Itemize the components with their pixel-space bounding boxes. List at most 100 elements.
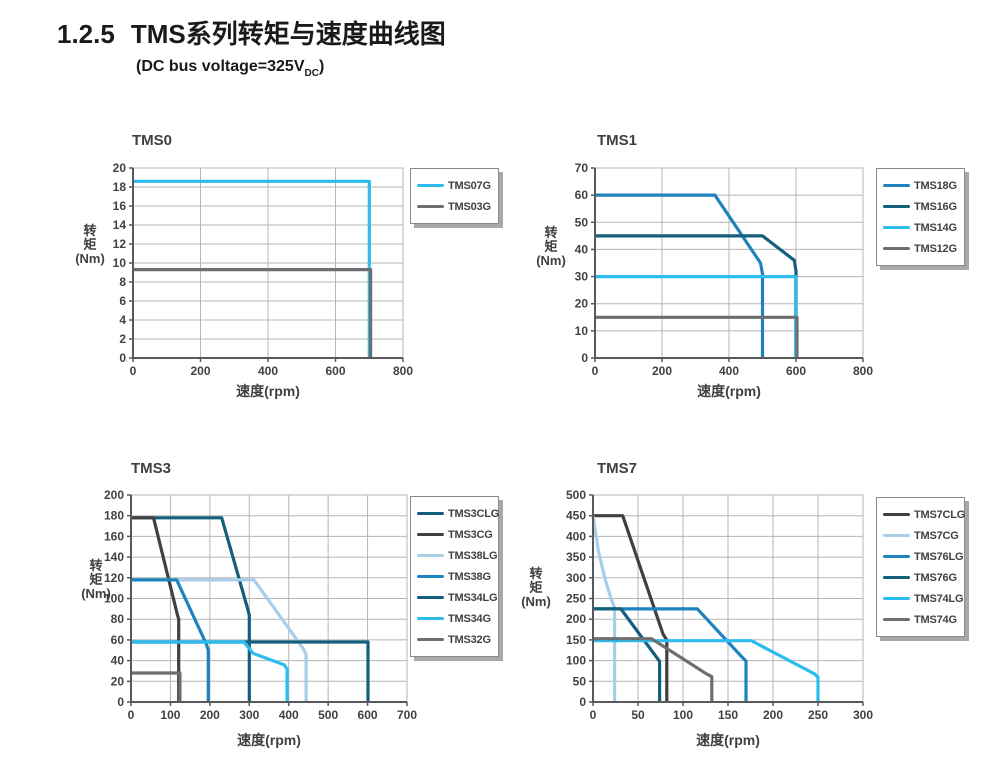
y-tick-label: 400 — [566, 529, 586, 543]
legend-item-tms03g: TMS03G — [417, 196, 492, 217]
chart-tms3: 0 100 200 300 400 500 600 700 0 20 40 60 80 100 120 140… — [104, 488, 417, 722]
chart-tms7: 0 50 100 150 200 250 300 0 50 100 150 200 250 300 350 4… — [566, 488, 873, 722]
y-tick-label: 0 — [579, 695, 586, 709]
legend-item-tms34g: TMS34G — [417, 608, 492, 629]
legend-line-swatch — [883, 597, 910, 600]
series-line-tms3cg — [131, 516, 181, 702]
series-line-tms32g — [131, 671, 182, 702]
y-tick-label: 150 — [566, 633, 586, 647]
legend-line-swatch — [417, 617, 444, 620]
series-line-tms03g — [133, 268, 373, 358]
legend-label: TMS03G — [448, 200, 491, 213]
y-tick-label: 16 — [113, 199, 127, 213]
y-tick-label: 50 — [573, 674, 587, 688]
legend-line-swatch — [417, 184, 444, 187]
subtitle-prefix: (DC bus voltage=325V — [136, 58, 305, 75]
legend-label: TMS16G — [914, 200, 957, 213]
series-line-tms16g — [595, 234, 798, 358]
legend-item-tms07g: TMS07G — [417, 175, 492, 196]
series-line-tms76g — [593, 607, 662, 702]
series-line-tms76lg — [593, 607, 748, 702]
legend-item-tms38lg: TMS38LG — [417, 545, 498, 566]
legend-line-swatch — [883, 618, 910, 621]
legend-item-tms12g: TMS12G — [883, 238, 958, 259]
x-tick-label: 200 — [190, 364, 210, 378]
y-tick-label: 200 — [566, 612, 586, 626]
x-tick-label: 600 — [786, 364, 806, 378]
x-tick-label: 800 — [853, 364, 873, 378]
y-axis-label-line: (Nm) — [521, 594, 551, 609]
series-line-tms34g — [131, 640, 289, 702]
y-tick-label: 6 — [119, 294, 126, 308]
chart-title-tms0: TMS0 — [132, 132, 173, 149]
y-tick-label: 70 — [575, 161, 589, 175]
legend-label: TMS07G — [448, 179, 491, 192]
y-tick-label: 20 — [575, 297, 589, 311]
x-tick-label: 100 — [160, 708, 180, 722]
y-tick-label: 20 — [111, 674, 125, 688]
legend-line-swatch — [417, 512, 444, 515]
legend-item-tms3clg: TMS3CLG — [417, 503, 499, 524]
legend-label: TMS38LG — [448, 549, 498, 562]
legend-item-tms7clg: TMS7CLG — [883, 504, 965, 525]
y-tick-label: 14 — [113, 218, 127, 232]
legend-label: TMS3CLG — [448, 507, 500, 520]
legend-line-swatch — [417, 533, 444, 536]
series-line-tms74lg — [593, 639, 820, 702]
x-tick-label: 200 — [763, 708, 783, 722]
y-axis-label-line: 矩 — [83, 237, 97, 252]
x-tick-label: 0 — [130, 364, 137, 378]
y-tick-label: 8 — [119, 275, 126, 289]
legend-tms7: TMS7CLG TMS7CG TMS76LG TMS76G TMS74LG TMS74G — [876, 497, 965, 637]
legend-item-tms18g: TMS18G — [883, 175, 958, 196]
legend-item-tms34lg: TMS34LG — [417, 587, 498, 608]
x-tick-label: 600 — [358, 708, 378, 722]
legend-item-tms76g: TMS76G — [883, 567, 958, 588]
legend-line-swatch — [883, 555, 910, 558]
y-tick-label: 4 — [119, 313, 126, 327]
subtitle-subscript: DC — [304, 68, 319, 80]
y-tick-label: 12 — [113, 237, 127, 251]
series-line-tms38g — [131, 578, 210, 702]
y-tick-label: 300 — [566, 571, 586, 585]
subtitle-suffix: ) — [318, 58, 325, 75]
y-tick-label: 250 — [566, 592, 586, 606]
chart-tms0: 0 200 400 600 800 0 2 4 6 8 10 12 14 16 18 20 — [113, 161, 414, 378]
legend-line-swatch — [883, 576, 910, 579]
x-axis-label: 速度(rpm) — [696, 732, 760, 748]
y-axis-label-line: (Nm) — [536, 253, 566, 268]
legend-tms3: TMS3CLG TMS3CG TMS38LG TMS38G TMS34LG TMS34G T… — [410, 496, 499, 657]
legend-line-swatch — [417, 554, 444, 557]
y-tick-label: 0 — [119, 351, 126, 365]
y-tick-label: 80 — [111, 612, 125, 626]
x-tick-label: 0 — [592, 364, 599, 378]
x-tick-label: 300 — [853, 708, 873, 722]
legend-item-tms32g: TMS32G — [417, 629, 492, 650]
y-tick-label: 500 — [566, 488, 586, 502]
legend-label: TMS32G — [448, 633, 491, 646]
series-line-tms7clg — [593, 514, 669, 702]
legend-line-swatch — [417, 205, 444, 208]
x-tick-label: 700 — [397, 708, 417, 722]
y-tick-label: 30 — [575, 270, 589, 284]
x-tick-label: 400 — [258, 364, 278, 378]
y-axis-label-line: 转 — [83, 223, 97, 238]
legend-label: TMS14G — [914, 221, 957, 234]
legend-tms1: TMS18G TMS16G TMS14G TMS12G — [876, 168, 965, 266]
legend-line-swatch — [417, 596, 444, 599]
series-line-tms12g — [595, 315, 799, 358]
y-axis-label: 转矩 (Nm) — [75, 224, 105, 266]
y-tick-label: 120 — [104, 571, 124, 585]
legend-label: TMS7CG — [914, 529, 959, 542]
legend-item-tms3cg: TMS3CG — [417, 524, 493, 545]
legend-item-tms7cg: TMS7CG — [883, 525, 959, 546]
y-tick-label: 40 — [111, 654, 125, 668]
legend-label: TMS7CLG — [914, 508, 966, 521]
x-tick-label: 400 — [719, 364, 739, 378]
legend-item-tms74g: TMS74G — [883, 609, 958, 630]
y-axis-label-line: 转 — [89, 558, 103, 573]
x-tick-label: 50 — [631, 708, 645, 722]
legend-label: TMS18G — [914, 179, 957, 192]
legend-item-tms16g: TMS16G — [883, 196, 958, 217]
